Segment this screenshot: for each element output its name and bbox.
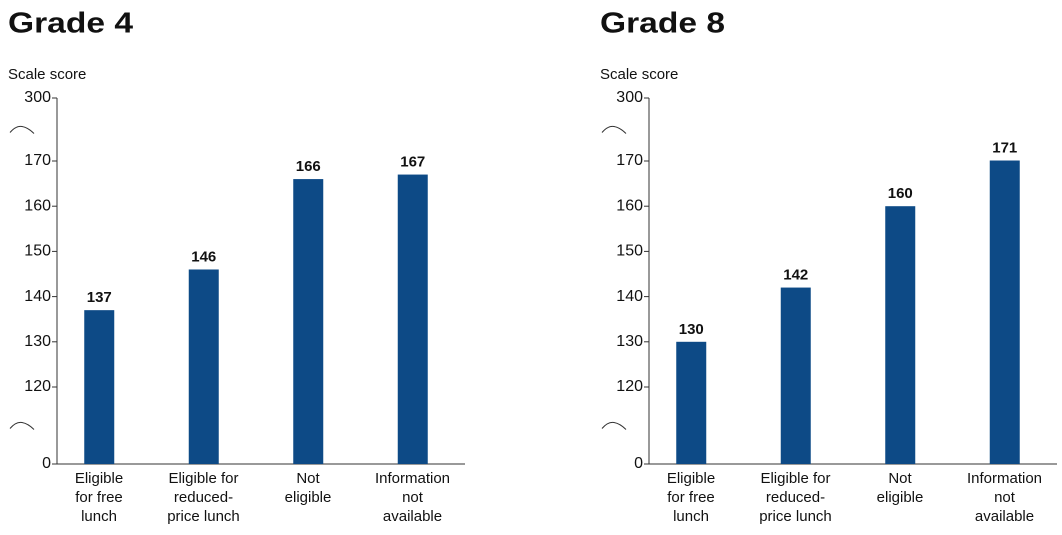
bar: [780, 287, 811, 464]
value-label: 146: [191, 248, 216, 265]
axis-break: [9, 421, 35, 430]
bar: [989, 160, 1020, 464]
y-tick-label: 0: [634, 455, 643, 472]
y-axis-label: Scale score: [8, 66, 86, 83]
bar: [188, 269, 219, 464]
y-tick-label: 150: [24, 243, 51, 260]
bar: [293, 179, 324, 464]
axis-break: [601, 421, 627, 430]
x-tick-label: Information not available: [374, 470, 451, 525]
x-tick-label: Eligible for reduced- price lunch: [759, 470, 832, 525]
y-tick-label: 170: [616, 152, 643, 169]
value-label: 166: [296, 158, 321, 175]
value-label: 142: [783, 267, 808, 284]
bar: [84, 310, 115, 464]
y-tick-label: 300: [616, 89, 643, 106]
y-tick-label: 170: [24, 152, 51, 169]
value-label: 160: [888, 185, 913, 202]
y-tick-label: 160: [616, 197, 643, 214]
y-axis-label: Scale score: [600, 66, 678, 83]
y-tick-label: 120: [24, 378, 51, 395]
x-tick-label: Eligible for reduced- price lunch: [167, 470, 240, 525]
y-tick-label: 160: [24, 197, 51, 214]
x-tick-label: Eligible for free lunch: [666, 470, 716, 525]
bar: [885, 206, 916, 464]
x-tick-label: Eligible for free lunch: [74, 470, 124, 525]
y-tick-label: 130: [24, 333, 51, 350]
value-label: 137: [87, 289, 112, 306]
y-tick-label: 150: [616, 243, 643, 260]
chart-title: Grade 8: [600, 8, 725, 40]
value-label: 167: [400, 154, 425, 171]
chart-title: Grade 4: [8, 8, 133, 40]
y-tick-label: 140: [24, 288, 51, 305]
x-tick-label: Information not available: [966, 470, 1043, 525]
y-tick-label: 120: [616, 378, 643, 395]
x-tick-label: Not eligible: [284, 470, 332, 506]
bar: [397, 174, 428, 464]
axis-break: [9, 125, 35, 134]
value-label: 130: [679, 321, 704, 338]
value-label: 171: [992, 139, 1017, 156]
y-tick-label: 300: [24, 89, 51, 106]
y-tick-label: 0: [42, 455, 51, 472]
y-tick-label: 140: [616, 288, 643, 305]
axis-break: [601, 125, 627, 134]
x-tick-label: Not eligible: [876, 470, 924, 506]
y-tick-label: 130: [616, 333, 643, 350]
bar: [676, 341, 707, 464]
